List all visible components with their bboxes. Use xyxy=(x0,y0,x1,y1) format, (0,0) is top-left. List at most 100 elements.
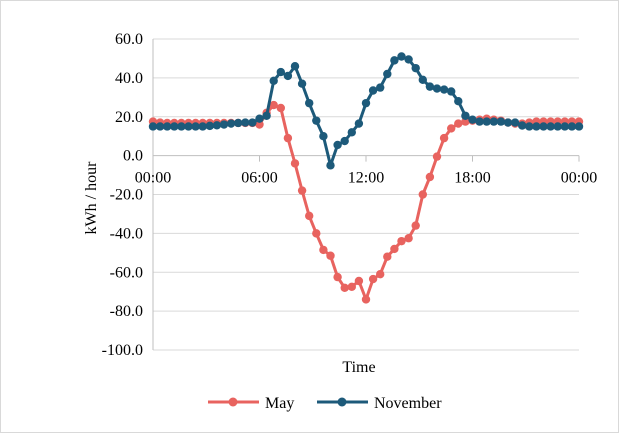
series-line-november xyxy=(153,54,579,167)
data-point-november xyxy=(574,122,584,131)
data-point-november xyxy=(383,69,392,79)
data-point-may xyxy=(447,124,456,133)
axes xyxy=(152,39,580,350)
legend: May November xyxy=(208,395,442,412)
data-point-november xyxy=(283,71,293,81)
data-point-may xyxy=(454,119,463,128)
data-point-november xyxy=(184,122,193,131)
data-point-november xyxy=(447,87,456,96)
y-tick-label: -80.0 xyxy=(110,303,143,320)
y-tick-label: 40.0 xyxy=(115,70,143,87)
data-point-may xyxy=(425,172,435,182)
series-may xyxy=(148,100,584,304)
data-point-may xyxy=(404,234,413,243)
data-point-november xyxy=(354,119,364,128)
y-tick-labels: 60.0 40.0 20.0 0.0 -20.0 -40.0 -60.0 -80.0 -100.… xyxy=(102,31,143,359)
data-point-may xyxy=(418,190,427,199)
data-point-november xyxy=(163,122,172,131)
data-point-may xyxy=(368,274,378,284)
series-line-may xyxy=(152,103,579,301)
data-point-november xyxy=(212,121,222,130)
series-november xyxy=(148,52,584,170)
data-point-may xyxy=(397,236,406,246)
data-point-may xyxy=(276,103,285,113)
data-point-november xyxy=(510,118,520,127)
data-point-november xyxy=(312,116,321,125)
data-point-november xyxy=(553,122,562,131)
data-point-may xyxy=(326,251,335,260)
data-point-may xyxy=(297,186,307,195)
data-point-november xyxy=(219,120,229,129)
y-tick-label: 0.0 xyxy=(123,148,143,165)
data-point-november xyxy=(198,122,207,131)
data-point-november xyxy=(297,79,307,88)
data-point-november xyxy=(290,62,300,71)
data-point-november xyxy=(333,140,342,150)
data-point-may xyxy=(432,152,442,161)
data-point-november xyxy=(326,161,335,170)
y-tick-label: -20.0 xyxy=(110,187,143,204)
data-point-may xyxy=(269,100,278,110)
gridlines xyxy=(153,38,579,351)
data-point-november xyxy=(170,122,179,131)
data-point-november xyxy=(255,114,264,123)
data-point-november xyxy=(411,63,420,73)
data-point-may xyxy=(361,295,371,304)
series-lines xyxy=(148,52,584,304)
data-point-november xyxy=(532,122,541,131)
data-point-november xyxy=(454,97,463,106)
data-point-may xyxy=(319,245,328,255)
y-tick-label: -40.0 xyxy=(110,225,143,242)
x-tick-label: 12:00 xyxy=(348,170,384,187)
legend-label-november: November xyxy=(374,395,442,412)
data-point-november xyxy=(461,111,470,120)
y-tick-label: -100.0 xyxy=(102,342,143,359)
data-point-november xyxy=(397,52,406,61)
legend-marker-may xyxy=(228,397,238,407)
data-point-may xyxy=(255,120,264,129)
data-point-november xyxy=(226,119,236,128)
data-point-november xyxy=(205,121,214,131)
data-point-november xyxy=(340,136,349,146)
data-point-november xyxy=(155,122,165,131)
data-point-may xyxy=(411,221,420,230)
data-point-november xyxy=(269,76,278,85)
data-point-november xyxy=(468,115,477,124)
data-point-may xyxy=(354,276,364,286)
data-point-november xyxy=(347,128,356,137)
data-point-may xyxy=(305,211,314,221)
x-tick-labels: 00:00 06:00 12:00 18:00 00:00 xyxy=(135,170,597,187)
data-point-may xyxy=(383,252,392,261)
data-point-november xyxy=(234,118,243,128)
x-tick-label: 00:00 xyxy=(135,170,171,187)
data-point-november xyxy=(546,122,555,131)
data-point-november xyxy=(475,117,484,126)
data-point-november xyxy=(525,122,534,131)
data-point-november xyxy=(390,56,399,65)
data-point-november xyxy=(425,82,435,91)
data-point-november xyxy=(404,55,413,64)
data-point-november xyxy=(560,122,569,131)
data-point-may xyxy=(347,282,356,292)
data-point-november xyxy=(191,122,200,131)
data-point-november xyxy=(248,118,257,127)
data-point-may xyxy=(290,159,300,168)
data-point-may xyxy=(340,283,349,292)
data-point-november xyxy=(482,117,491,126)
data-point-november xyxy=(539,122,548,131)
x-axis-title: Time xyxy=(342,359,375,376)
data-point-november xyxy=(496,117,506,126)
data-point-november xyxy=(361,98,371,108)
data-point-may xyxy=(461,117,470,126)
data-point-november xyxy=(241,118,250,127)
data-point-november xyxy=(305,98,314,108)
data-point-november xyxy=(177,122,186,131)
data-point-november xyxy=(262,111,271,120)
y-axis-title: kWh / hour xyxy=(83,161,100,235)
data-point-may xyxy=(376,269,385,279)
data-point-november xyxy=(518,121,527,130)
data-point-november xyxy=(567,122,577,131)
data-point-november xyxy=(489,117,498,126)
data-point-november xyxy=(503,118,513,127)
